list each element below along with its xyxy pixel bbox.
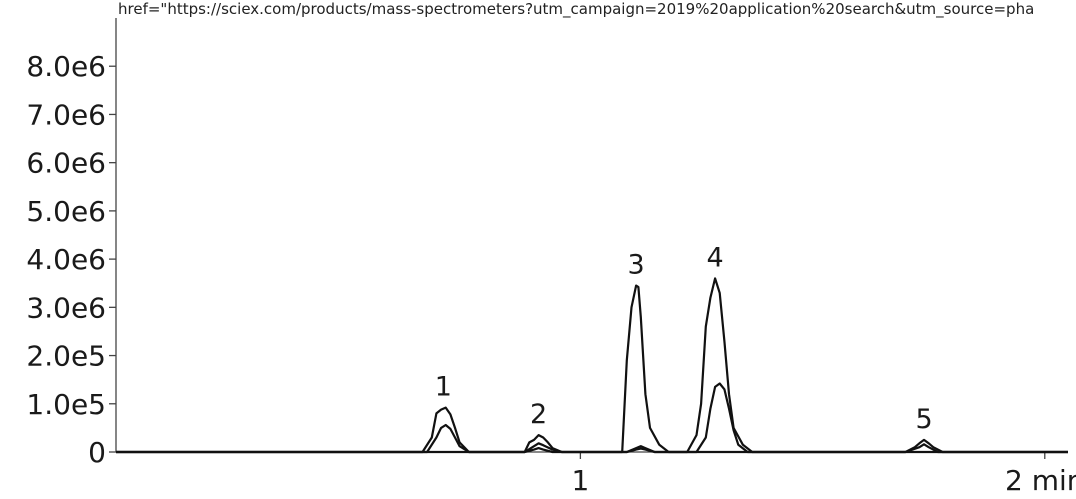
- y-tick-label: 8.0e6: [26, 50, 106, 83]
- peak-label: 1: [435, 372, 452, 403]
- peak-label: 5: [915, 404, 932, 435]
- peak-labels: 1 2 3 4 5: [435, 242, 933, 435]
- x-tick-label: 2 min: [1005, 464, 1076, 497]
- peak-label: 2: [530, 399, 547, 430]
- y-tick-label: 0: [88, 436, 106, 469]
- x-tick-label: 1: [571, 464, 589, 497]
- trace-line: [116, 447, 1068, 454]
- peak-label: 4: [706, 242, 723, 273]
- y-tick-label: 3.0e6: [26, 291, 106, 324]
- header-href-text: href="https://sciex.com/products/mass-sp…: [118, 0, 1034, 19]
- peak-label: 3: [628, 250, 645, 281]
- y-tick-label: 6.0e6: [26, 147, 106, 180]
- y-tick-label: 5.0e6: [26, 195, 106, 228]
- axes: [115, 18, 1068, 453]
- y-tick-label: 2.0e5: [26, 340, 106, 373]
- traces: [116, 277, 1068, 454]
- x-ticks: 1 2 min: [571, 452, 1076, 497]
- y-tick-label: 4.0e6: [26, 243, 106, 276]
- y-ticks: 0 1.0e5 2.0e5 3.0e6 4.0e6 5.0e6 6.0e6 7.0e6 8.0e…: [26, 50, 116, 469]
- y-tick-label: 1.0e5: [26, 388, 106, 421]
- y-tick-label: 7.0e6: [26, 98, 106, 131]
